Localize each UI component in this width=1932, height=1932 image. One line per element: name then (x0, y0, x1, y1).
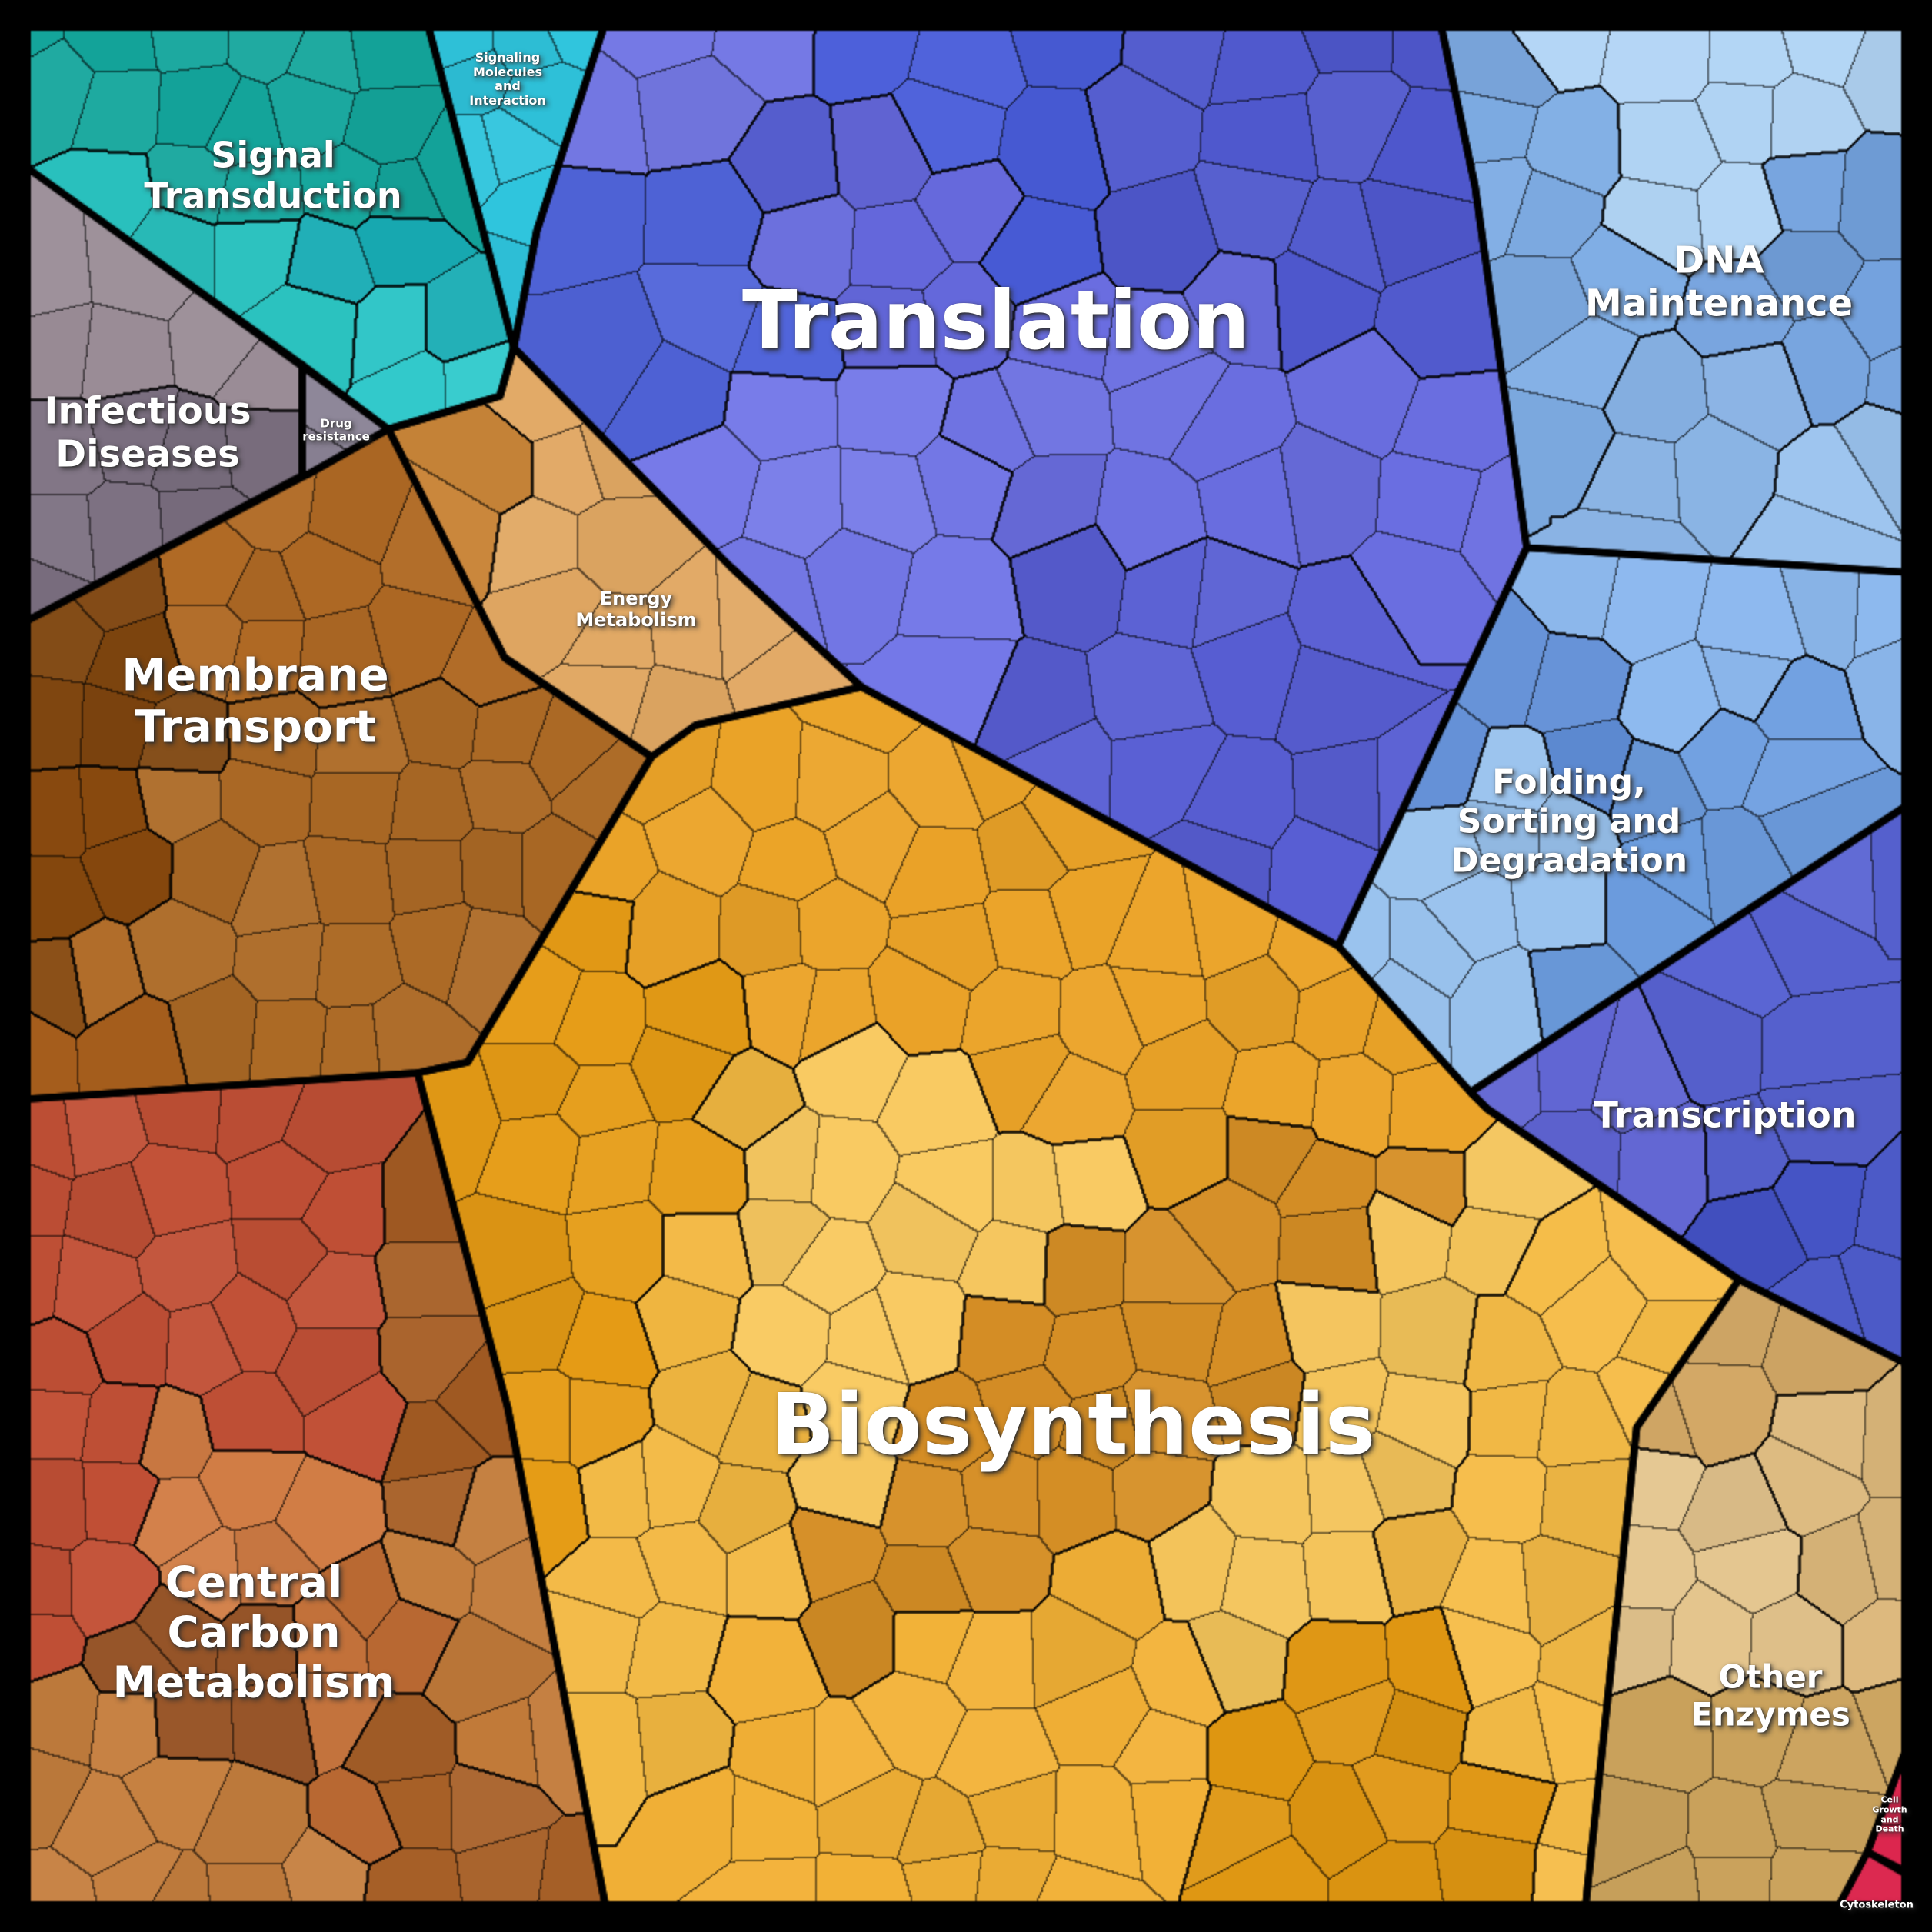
region-label-infectious-diseases: Infectious Diseases (44, 389, 251, 475)
region-label-folding-sorting: Folding, Sorting and Degradation (1450, 762, 1688, 881)
region-label-cell-growth-death: Cell Growth and Death (1872, 1794, 1907, 1834)
region-label-membrane-transport: Membrane Transport (122, 648, 389, 753)
region-label-translation: Translation (742, 274, 1250, 368)
region-label-other-enzymes: Other Enzymes (1690, 1657, 1850, 1733)
region-label-cytoskeleton: Cytoskeleton (1840, 1899, 1914, 1911)
region-label-drug-resistance: Drug resistance (302, 416, 370, 444)
region-label-energy-metabolism: Energy Metabolism (575, 588, 697, 631)
region-label-central-carbon: Central Carbon Metabolism (112, 1557, 395, 1708)
region-label-signaling-molecules: Signaling Molecules and Interaction (469, 49, 546, 108)
region-label-dna-maintenance: DNA Maintenance (1584, 238, 1854, 325)
region-label-signal-transduction: Signal Transduction (144, 134, 402, 217)
region-label-transcription: Transcription (1594, 1094, 1857, 1136)
region-label-biosynthesis: Biosynthesis (770, 1375, 1376, 1474)
